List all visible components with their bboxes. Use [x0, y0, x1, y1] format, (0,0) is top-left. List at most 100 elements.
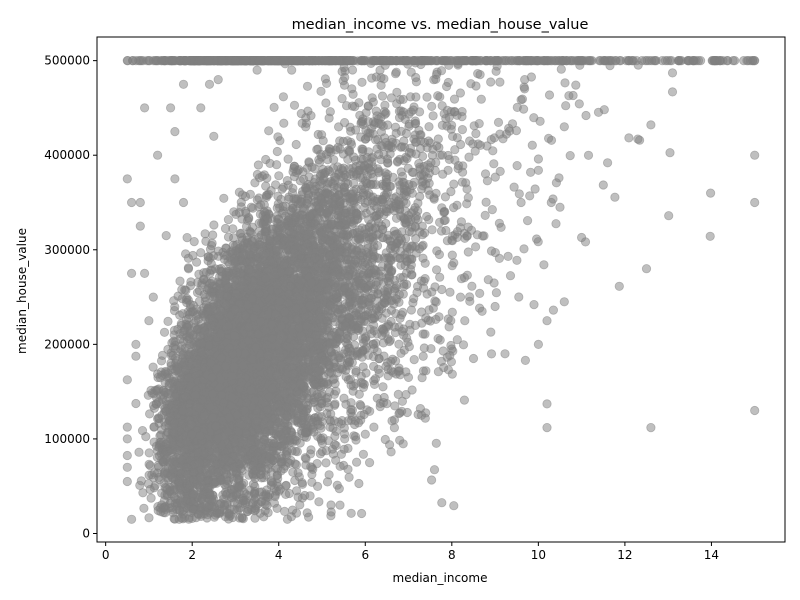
data-point — [354, 478, 364, 489]
data-point — [463, 247, 473, 257]
data-point — [448, 203, 459, 213]
data-point — [447, 261, 457, 271]
data-point — [400, 206, 410, 216]
data-point — [418, 351, 428, 361]
data-point — [531, 234, 542, 244]
data-point — [291, 139, 301, 150]
data-point — [544, 90, 555, 100]
data-point — [458, 340, 469, 350]
data-point — [356, 508, 367, 519]
data-point — [209, 220, 219, 230]
data-point — [144, 448, 154, 458]
data-point — [449, 94, 460, 104]
data-point — [302, 81, 313, 91]
data-point — [398, 439, 408, 449]
data-point — [435, 335, 445, 345]
data-point — [509, 182, 519, 192]
data-point — [470, 242, 481, 252]
data-point — [482, 141, 492, 151]
data-point — [403, 163, 413, 173]
data-point — [367, 93, 377, 103]
chart-title: median_income vs. median_house_value — [292, 17, 589, 33]
data-point — [449, 501, 459, 511]
data-point — [335, 500, 345, 510]
data-point — [565, 151, 575, 161]
points-layer — [122, 55, 760, 524]
data-point — [452, 335, 462, 345]
data-point — [223, 232, 234, 242]
data-point — [289, 100, 300, 110]
data-point — [500, 349, 510, 359]
data-point — [426, 475, 437, 485]
data-point — [163, 316, 173, 326]
data-point — [519, 82, 529, 92]
data-point — [465, 296, 475, 306]
data-point — [175, 276, 185, 286]
data-point — [316, 86, 326, 96]
data-point — [146, 493, 156, 503]
data-point — [450, 145, 460, 155]
data-point — [491, 288, 501, 298]
data-point — [253, 160, 263, 170]
data-point — [407, 385, 417, 395]
data-point — [471, 129, 481, 139]
data-point — [351, 457, 362, 467]
data-point — [525, 167, 536, 177]
data-point — [200, 229, 210, 239]
data-point — [556, 64, 566, 74]
data-point — [530, 184, 540, 194]
data-point — [218, 490, 228, 500]
data-point — [321, 98, 331, 108]
data-point — [514, 292, 524, 302]
data-point — [481, 197, 491, 207]
data-point — [427, 101, 437, 112]
data-point — [139, 503, 149, 513]
data-point — [455, 88, 465, 98]
data-point — [329, 400, 340, 410]
data-point — [326, 500, 336, 510]
data-point — [358, 449, 368, 459]
data-point — [511, 126, 522, 136]
data-point — [486, 349, 497, 359]
data-point — [452, 133, 462, 143]
data-point — [583, 150, 594, 160]
data-point — [278, 92, 288, 102]
data-point — [475, 288, 485, 298]
data-point — [390, 69, 401, 79]
data-point — [367, 73, 377, 83]
data-point — [306, 462, 316, 472]
data-point — [486, 135, 496, 145]
data-point — [360, 134, 370, 144]
data-point — [307, 469, 317, 479]
data-point — [490, 172, 500, 182]
data-point — [325, 107, 335, 117]
data-point — [512, 255, 522, 265]
data-point — [144, 513, 154, 523]
data-point — [264, 126, 274, 136]
data-point — [483, 275, 493, 285]
data-point — [522, 216, 533, 226]
data-point — [357, 77, 367, 87]
data-point — [283, 154, 293, 164]
data-point — [571, 80, 581, 90]
data-point — [259, 512, 269, 522]
data-point — [339, 80, 350, 90]
data-point — [527, 140, 537, 150]
data-point — [141, 431, 151, 442]
data-point — [665, 148, 675, 158]
data-point — [314, 497, 324, 507]
data-point — [269, 102, 279, 113]
data-point — [624, 133, 634, 143]
data-point — [432, 246, 442, 256]
data-point — [378, 382, 388, 392]
data-point — [431, 438, 441, 448]
data-point — [208, 230, 218, 240]
data-point — [420, 258, 430, 268]
data-point — [392, 87, 402, 97]
data-point — [422, 92, 432, 102]
data-point — [297, 479, 308, 489]
data-point — [318, 136, 328, 146]
data-point — [512, 102, 522, 113]
data-point — [519, 244, 529, 254]
